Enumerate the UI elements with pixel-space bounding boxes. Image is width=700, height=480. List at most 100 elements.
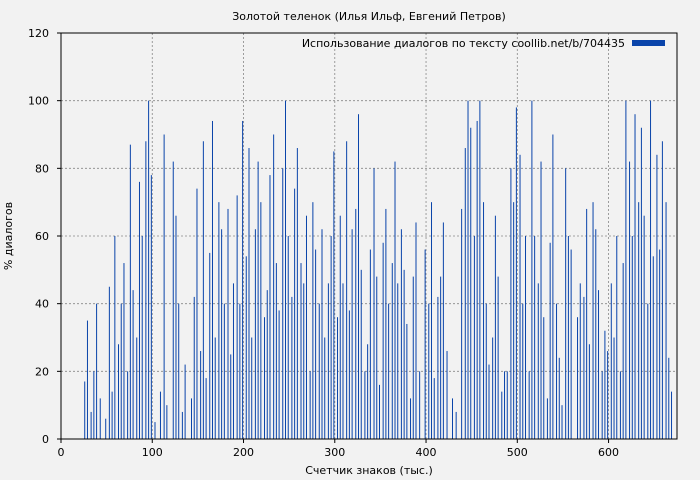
x-tick-label: 100	[142, 446, 163, 459]
y-tick-label: 20	[35, 365, 49, 378]
bar	[355, 208, 357, 439]
bar	[266, 290, 268, 439]
bar	[166, 405, 168, 439]
bar	[668, 357, 670, 439]
bar	[470, 127, 472, 439]
bar	[671, 391, 673, 439]
bar	[446, 351, 448, 439]
bar	[84, 381, 86, 439]
bar	[424, 249, 426, 439]
bar	[251, 337, 253, 439]
bar	[452, 398, 454, 439]
bar	[622, 263, 624, 439]
bar	[607, 351, 609, 439]
bar	[351, 229, 353, 439]
x-tick-label: 400	[416, 446, 437, 459]
x-tick-label: 500	[507, 446, 528, 459]
bar	[123, 263, 125, 439]
bar	[111, 391, 113, 439]
bar	[232, 283, 234, 439]
bar	[242, 120, 244, 439]
bar	[488, 364, 490, 439]
bar	[309, 371, 311, 439]
bar	[96, 303, 98, 439]
bar	[528, 371, 530, 439]
bar	[419, 371, 421, 439]
bar	[132, 290, 134, 439]
bar	[497, 276, 499, 439]
bar	[273, 134, 275, 439]
bar	[406, 323, 408, 439]
grid	[61, 33, 677, 439]
bar	[364, 371, 366, 439]
bar	[358, 114, 360, 439]
bar	[260, 202, 262, 439]
legend-swatch	[632, 40, 665, 46]
bar	[346, 141, 348, 439]
y-tick-label: 40	[35, 298, 49, 311]
bar	[342, 283, 344, 439]
bar	[291, 296, 293, 439]
chart-title: Золотой теленок (Илья Ильф, Евгений Петр…	[232, 10, 506, 23]
bar	[315, 249, 317, 439]
bar	[282, 168, 284, 440]
bar	[442, 222, 444, 439]
bar	[148, 100, 150, 440]
bar	[391, 263, 393, 439]
bar	[638, 202, 640, 439]
bar	[248, 148, 250, 440]
bar	[120, 303, 122, 439]
bar	[534, 236, 536, 439]
x-tick-label: 300	[324, 446, 345, 459]
bar	[114, 236, 116, 439]
bar	[570, 249, 572, 439]
bar	[175, 215, 177, 439]
bar	[403, 269, 405, 439]
bar	[154, 422, 156, 439]
bar	[333, 151, 335, 439]
bar	[661, 141, 663, 439]
x-tick-label: 200	[233, 446, 254, 459]
bar	[665, 202, 667, 439]
bar	[127, 371, 129, 439]
bar	[610, 283, 612, 439]
bar	[278, 310, 280, 439]
bar	[214, 337, 216, 439]
bar	[483, 202, 485, 439]
bar	[522, 303, 524, 439]
bar	[652, 256, 654, 439]
bar	[136, 337, 138, 439]
y-tick-label: 80	[35, 162, 49, 175]
bar	[163, 134, 165, 439]
bar	[86, 320, 88, 439]
bar	[579, 283, 581, 439]
bar	[640, 127, 642, 439]
bar	[339, 215, 341, 439]
bar	[556, 303, 558, 439]
bar	[202, 141, 204, 439]
bar	[519, 154, 521, 440]
bar	[455, 411, 457, 439]
bar	[492, 337, 494, 439]
bar	[634, 114, 636, 439]
bar	[565, 168, 567, 440]
bar	[245, 256, 247, 439]
bar	[656, 154, 658, 440]
bar	[211, 120, 213, 439]
bar	[558, 357, 560, 439]
bar	[348, 310, 350, 439]
bar	[549, 242, 551, 439]
bar	[394, 161, 396, 440]
bar	[196, 188, 198, 439]
bar	[191, 398, 193, 439]
bar	[531, 100, 533, 440]
bar	[629, 161, 631, 440]
bar	[324, 337, 326, 439]
legend-label: Использование диалогов по тексту coollib…	[302, 37, 625, 50]
bar	[437, 296, 439, 439]
bar	[209, 252, 211, 439]
bars	[84, 100, 673, 440]
bar	[218, 202, 220, 439]
bar	[141, 236, 143, 439]
bar	[223, 303, 225, 439]
